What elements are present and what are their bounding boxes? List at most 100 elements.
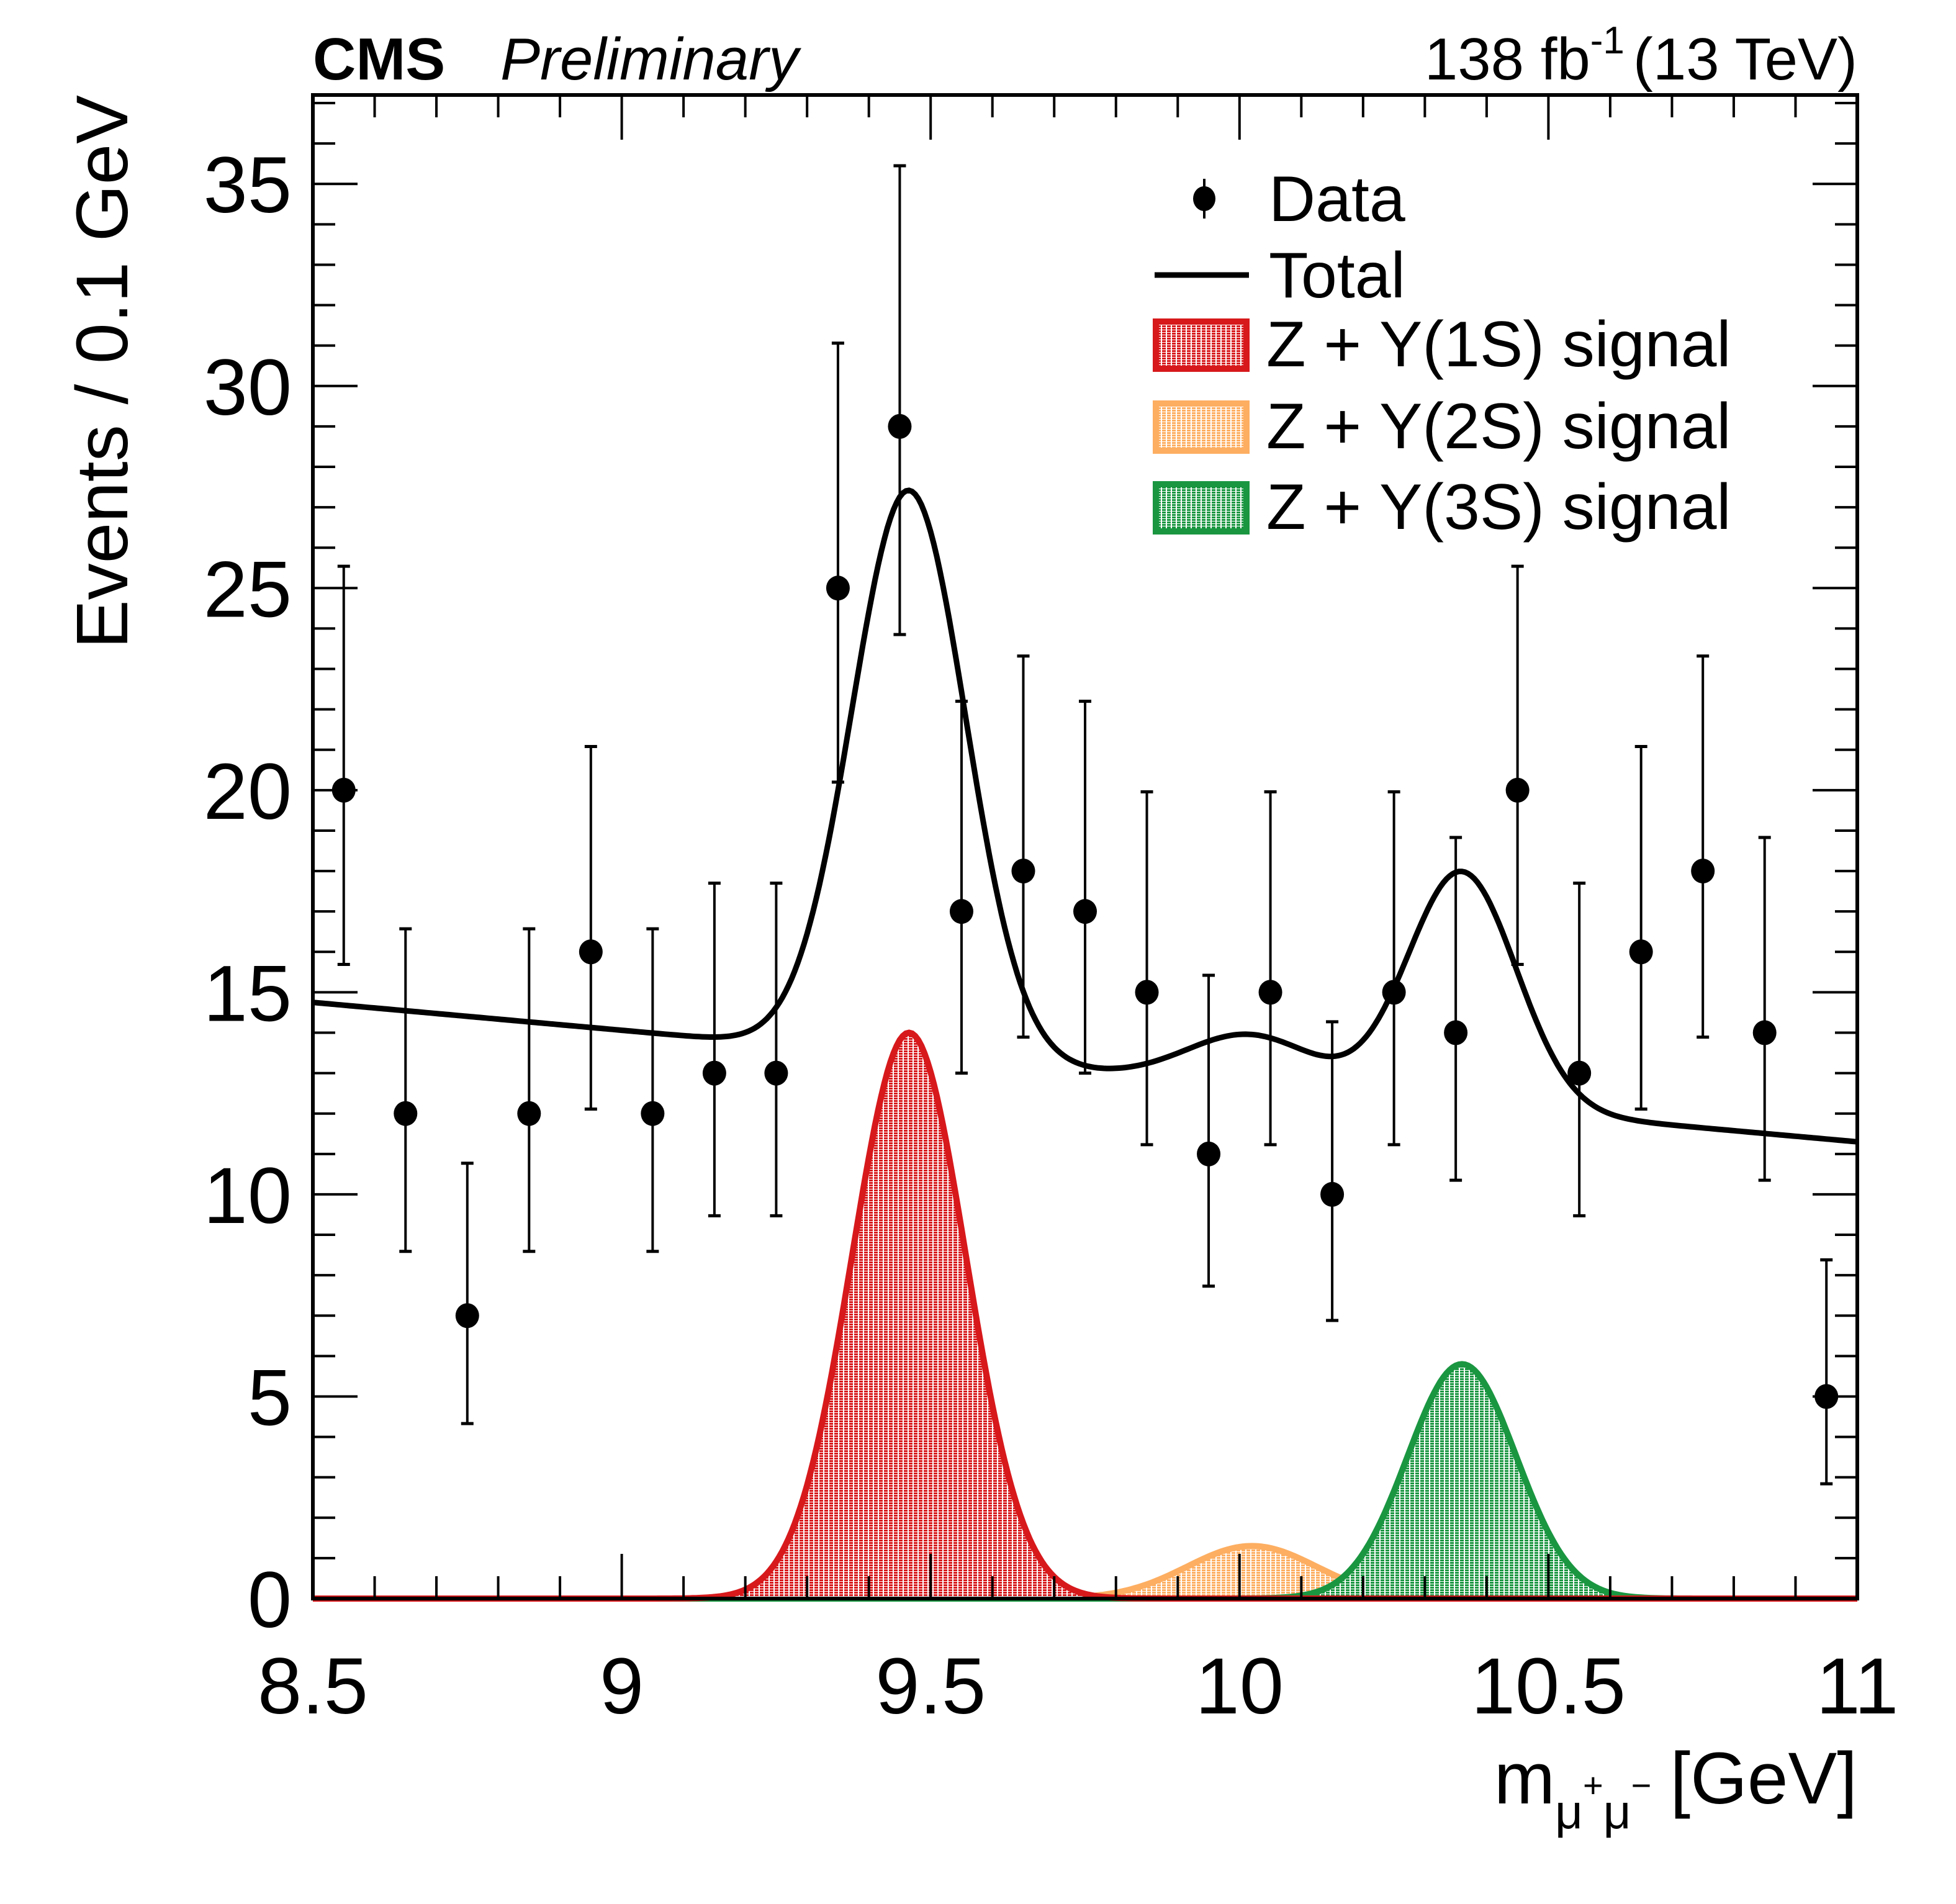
legend: Data Total Z + Υ(1S) signal Z + Υ(2S) si…: [1153, 163, 1731, 543]
y-tick-label: 5: [248, 1353, 292, 1442]
data-point: [1444, 836, 1468, 1182]
luminosity-exponent: -1: [1590, 19, 1625, 62]
data-point: [394, 927, 418, 1253]
signal-3s-curve: [313, 1361, 1857, 1602]
legend-label-3s: Z + Υ(3S) signal: [1266, 471, 1731, 543]
data-marker: [826, 575, 850, 601]
data-point: [1011, 654, 1035, 1039]
data-point: [1382, 790, 1406, 1147]
legend-3s-swatch: [1153, 481, 1250, 535]
experiment-label: CMS: [313, 26, 445, 92]
legend-data-marker: [1193, 186, 1215, 211]
data-marker: [1073, 899, 1097, 924]
x-tick-label: 9: [600, 1642, 644, 1731]
y-tick-label: 35: [204, 141, 292, 230]
plot-frame: [311, 93, 1859, 1600]
y-tick-label: 15: [204, 949, 292, 1038]
data-marker: [331, 777, 356, 803]
x-axis-unit: [GeV]: [1670, 1738, 1857, 1820]
x-axis-sub1: μ: [1555, 1784, 1583, 1839]
data-point: [826, 341, 850, 784]
data-point: [1135, 790, 1159, 1147]
legend-item-2s: Z + Υ(2S) signal: [1153, 390, 1731, 462]
data-marker: [1505, 777, 1530, 803]
energy-label: (13 TeV): [1633, 26, 1857, 92]
data-marker: [1629, 939, 1653, 965]
data-marker: [579, 939, 603, 965]
legend-item-total: Total: [1155, 240, 1405, 312]
legend-item-data: Data: [1193, 163, 1405, 235]
data-marker: [888, 413, 912, 439]
x-axis-title: mμ+μ− [GeV]: [1494, 1738, 1857, 1839]
legend-label-total: Total: [1269, 240, 1405, 312]
x-axis-sup1: +: [1583, 1766, 1603, 1805]
data-marker: [1691, 859, 1715, 884]
data-marker: [1567, 1060, 1592, 1086]
data-marker: [1320, 1181, 1345, 1207]
legend-label-data: Data: [1269, 163, 1405, 235]
data-point: [455, 1162, 479, 1425]
data-point: [764, 882, 788, 1217]
legend-2s-swatch: [1153, 400, 1250, 454]
data-marker: [1444, 1020, 1468, 1045]
y-tick-label: 0: [248, 1556, 292, 1645]
y-tick-label: 30: [204, 343, 292, 432]
x-axis-var: m: [1494, 1738, 1555, 1820]
data-point: [1505, 564, 1530, 966]
data-point: [1197, 973, 1221, 1288]
data-point: [1073, 700, 1097, 1075]
data-point: [331, 564, 356, 966]
data-marker: [949, 899, 973, 924]
status-label: Preliminary: [500, 26, 801, 92]
y-axis-title: Events / 0.1 GeV: [61, 95, 143, 649]
legend-label-2s: Z + Υ(2S) signal: [1266, 390, 1731, 462]
y-tick-label: 10: [204, 1152, 292, 1240]
data-marker: [1258, 980, 1282, 1005]
data-point: [1752, 836, 1777, 1182]
legend-1s-swatch: [1153, 318, 1250, 372]
data-point: [1320, 1020, 1345, 1322]
x-tick-label: 8.5: [258, 1642, 368, 1731]
data-marker: [1135, 980, 1159, 1005]
data-marker: [1814, 1384, 1839, 1409]
x-axis-sub2: μ: [1603, 1784, 1631, 1839]
data-marker: [1382, 980, 1406, 1005]
y-tick-label: 25: [204, 545, 292, 634]
data-point: [641, 927, 665, 1253]
y-tick-label: 20: [204, 747, 292, 836]
data-layer: [331, 164, 1839, 1486]
data-point: [1567, 882, 1592, 1217]
legend-item-1s: Z + Υ(1S) signal: [1153, 309, 1731, 381]
data-marker: [641, 1101, 665, 1126]
x-tick-label: 10.5: [1471, 1642, 1626, 1731]
luminosity-label: 138 fb-1 (13 TeV): [1425, 19, 1857, 92]
data-marker: [455, 1303, 479, 1329]
data-point: [1258, 790, 1282, 1147]
data-point: [1629, 745, 1653, 1111]
signal-3s-curve-fill: [313, 1364, 1857, 1599]
x-axis-sup2: −: [1631, 1766, 1652, 1805]
y-tick-labels: 0 5 10 15 20 25 30 35: [204, 141, 292, 1645]
data-marker: [1752, 1020, 1777, 1045]
data-point: [1691, 654, 1715, 1039]
data-point: [702, 882, 726, 1217]
data-marker: [517, 1101, 541, 1126]
data-marker: [702, 1060, 726, 1086]
x-tick-labels: 8.5 9 9.5 10 10.5 11: [258, 1642, 1898, 1731]
data-marker: [1197, 1141, 1221, 1166]
luminosity-value: 138 fb: [1425, 26, 1590, 92]
data-point: [949, 700, 973, 1075]
data-point: [888, 164, 912, 636]
x-tick-label: 11: [1816, 1642, 1899, 1731]
data-point: [1814, 1258, 1839, 1486]
data-marker: [1011, 859, 1035, 884]
data-point: [517, 927, 541, 1253]
data-marker: [394, 1101, 418, 1126]
legend-label-1s: Z + Υ(1S) signal: [1266, 309, 1731, 381]
x-tick-label: 9.5: [875, 1642, 986, 1731]
legend-item-3s: Z + Υ(3S) signal: [1153, 471, 1731, 543]
x-tick-label: 10: [1196, 1642, 1284, 1731]
data-point: [579, 745, 603, 1111]
data-marker: [764, 1060, 788, 1086]
